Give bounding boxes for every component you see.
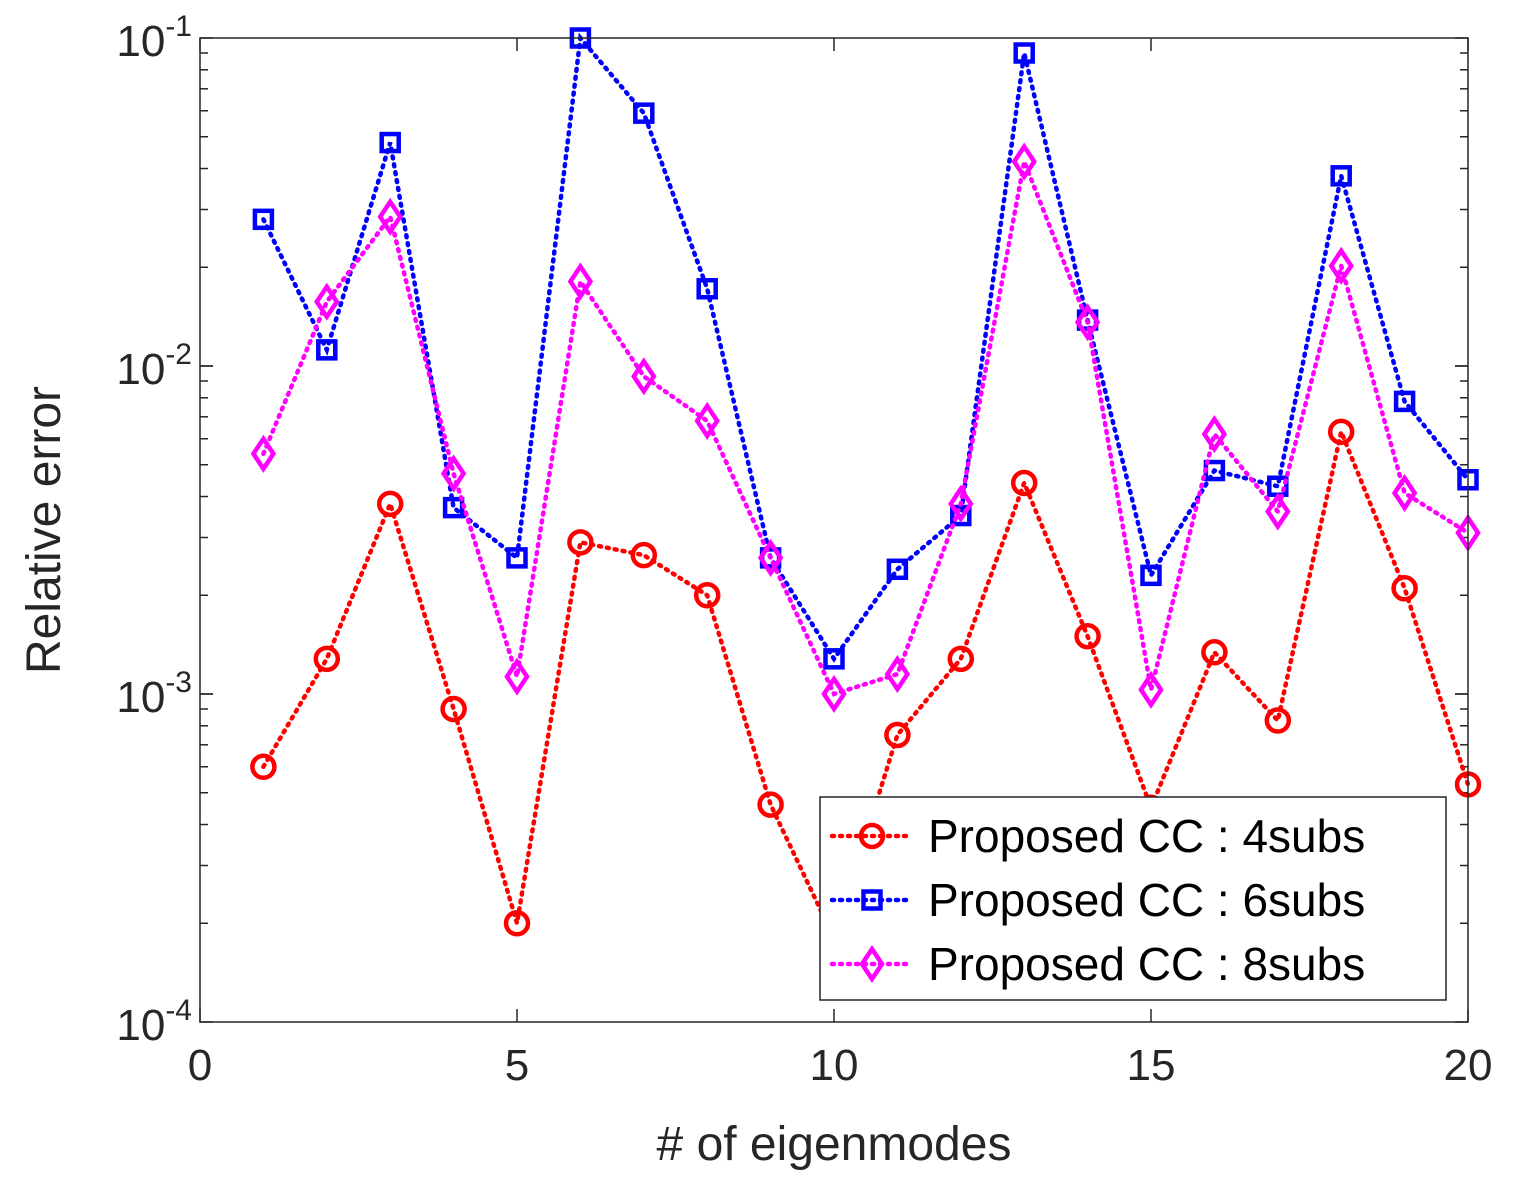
- data-point: [1391, 473, 1418, 513]
- data-point: [316, 339, 338, 361]
- legend-entry: Proposed CC : 6subs: [829, 874, 1365, 926]
- y-tick-label-base: 10: [116, 673, 165, 722]
- data-point: [947, 645, 975, 673]
- data-point: [567, 262, 594, 301]
- data-point: [440, 454, 467, 493]
- x-tick-labels: 0 5 10 15 20: [188, 1041, 1493, 1090]
- data-point: [884, 721, 911, 749]
- legend: Proposed CC : 4subs Proposed CC : 6subs Pr…: [819, 796, 1447, 1001]
- data-point: [1074, 303, 1101, 342]
- series-line: [261, 153, 1471, 697]
- data-point: [1330, 165, 1352, 187]
- legend-marker: [859, 944, 885, 984]
- data-point: [503, 910, 531, 937]
- legend-label: Proposed CC : 6subs: [928, 874, 1365, 926]
- data-point: [757, 791, 784, 818]
- data-point: [696, 277, 718, 300]
- y-tick-labels: 10-410-310-210-1: [116, 10, 192, 1050]
- data-point: [950, 504, 972, 527]
- data-point: [823, 648, 845, 670]
- data-point: [252, 208, 275, 231]
- y-tick-label: 10-2: [116, 338, 192, 394]
- y-tick-label: 10-1: [116, 10, 192, 66]
- y-tick-label: 10-4: [116, 994, 192, 1050]
- data-point: [250, 753, 277, 781]
- data-point: [1201, 639, 1228, 666]
- x-tick-label: 10: [810, 1041, 859, 1090]
- data-point: [250, 434, 277, 473]
- y-axis-title: Relative error: [18, 386, 71, 674]
- data-point: [440, 695, 467, 723]
- data-point: [884, 655, 911, 694]
- data-point: [506, 547, 528, 569]
- x-tick-label: 20: [1444, 1041, 1493, 1090]
- y-tick-label-base: 10: [116, 1001, 165, 1050]
- data-point: [1265, 492, 1291, 531]
- y-tick-label: 10-3: [116, 666, 192, 722]
- data-point: [1201, 415, 1228, 454]
- data-point: [376, 490, 404, 518]
- y-tick-label-exponent: -4: [165, 994, 192, 1027]
- data-point: [313, 645, 341, 673]
- data-point: [1140, 564, 1162, 587]
- data-point: [379, 131, 401, 154]
- y-tick-label-exponent: -1: [165, 10, 192, 43]
- data-point: [1074, 622, 1101, 650]
- data-point: [377, 197, 403, 236]
- data-point: [1391, 575, 1418, 602]
- legend-marker: [858, 822, 886, 850]
- data-point: [1264, 707, 1292, 734]
- data-point: [1328, 246, 1354, 285]
- y-tick-label-base: 10: [116, 345, 165, 394]
- data-point: [633, 102, 655, 124]
- data-point: [1138, 670, 1164, 709]
- y-tick-label-exponent: -2: [165, 338, 192, 371]
- legend-entry: Proposed CC : 8subs: [829, 938, 1365, 990]
- data-point: [948, 484, 974, 523]
- legend-box: [819, 796, 1447, 1001]
- data-point: [630, 541, 658, 569]
- y-tick-label-base: 10: [116, 17, 165, 66]
- data-point: [1011, 142, 1037, 181]
- y-tick-label-exponent: -3: [165, 666, 192, 699]
- data-point: [821, 674, 847, 714]
- data-point: [314, 282, 340, 321]
- x-tick-label: 15: [1127, 1041, 1176, 1090]
- data-point: [1013, 42, 1035, 64]
- legend-marker: [861, 889, 883, 911]
- data-point: [694, 401, 720, 440]
- data-point: [693, 582, 721, 609]
- data-point: [504, 657, 530, 696]
- legend-label: Proposed CC : 8subs: [928, 938, 1365, 990]
- legend-label: Proposed CC : 4subs: [928, 810, 1365, 862]
- x-tick-label: 0: [188, 1041, 212, 1090]
- x-axis-title: # of eigenmodes: [657, 1118, 1012, 1171]
- x-tick-label: 5: [505, 1041, 529, 1090]
- data-point: [1327, 418, 1355, 446]
- data-point: [886, 558, 909, 581]
- legend-entry: Proposed CC : 4subs: [829, 810, 1365, 862]
- data-point: [757, 538, 784, 577]
- data-point: [1393, 390, 1416, 413]
- data-point: [567, 529, 594, 556]
- data-point: [631, 357, 657, 396]
- data-point: [1010, 469, 1038, 497]
- plot-frame: [199, 37, 1469, 1023]
